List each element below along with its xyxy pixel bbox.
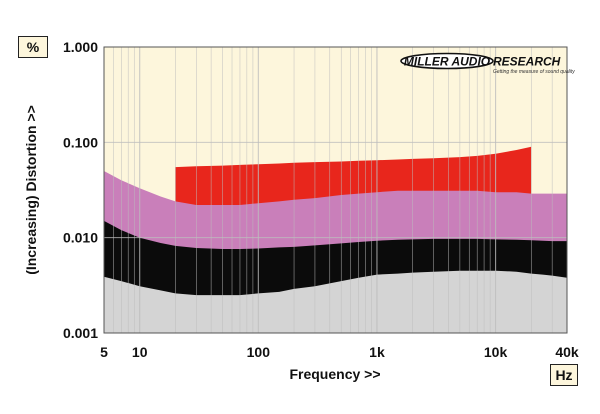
x-tick-label: 10	[132, 344, 148, 360]
grid-lines	[103, 46, 568, 334]
x-unit-badge: Hz	[550, 364, 578, 386]
x-tick-label: 10k	[484, 344, 508, 360]
y-tick-labels: 1.000 0.100 0.010 0.001	[63, 39, 98, 341]
y-unit-badge: %	[18, 36, 48, 58]
x-tick-label: 1k	[369, 344, 385, 360]
logo-tagline: Getting the measure of sound quality	[493, 69, 575, 75]
y-tick-label: 0.010	[63, 230, 98, 246]
y-tick-label: 0.001	[63, 325, 98, 341]
x-tick-label: 40k	[555, 344, 579, 360]
logo-left-text: MILLER AUDIO	[404, 55, 491, 69]
y-tick-label: 0.100	[63, 134, 98, 150]
y-tick-label: 1.000	[63, 39, 98, 55]
x-tick-label: 5	[100, 344, 108, 360]
y-axis-label: (Increasing) Distortion >>	[23, 105, 39, 275]
miller-audio-research-logo: MILLER AUDIO RESEARCH Getting the measur…	[400, 52, 575, 75]
logo-right-text: RESEARCH	[493, 55, 561, 69]
x-tick-labels: 5 10 100 1k 10k 40k	[100, 344, 579, 360]
x-axis-label: Frequency >>	[289, 366, 380, 382]
plot-frame	[103, 46, 568, 334]
logo-ellipse	[400, 52, 494, 70]
distortion-bands	[104, 146, 567, 333]
distortion-band-4	[104, 270, 567, 333]
x-tick-label: 100	[247, 344, 271, 360]
